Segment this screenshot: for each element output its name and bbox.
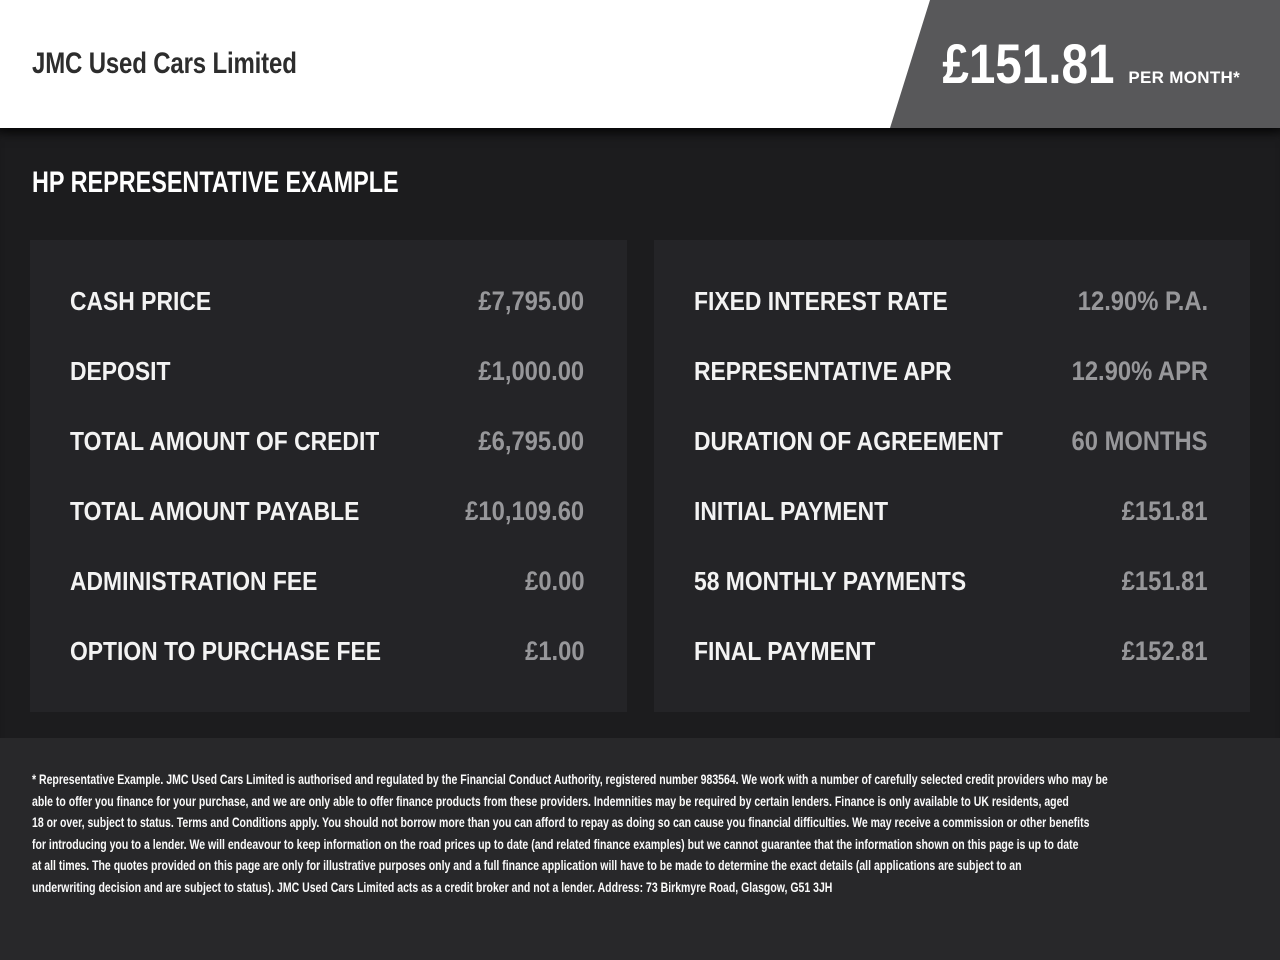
finance-row: DEPOSIT £1,000.00 bbox=[70, 336, 585, 406]
finance-panels: CASH PRICE £7,795.00 DEPOSIT £1,000.00 T… bbox=[30, 240, 1250, 712]
finance-panel-left: CASH PRICE £7,795.00 DEPOSIT £1,000.00 T… bbox=[30, 240, 627, 712]
finance-row-value: 60 MONTHS bbox=[1072, 425, 1208, 456]
monthly-price: £151.81 bbox=[942, 32, 1115, 95]
finance-row-value: £1.00 bbox=[525, 635, 585, 666]
finance-row-label: FIXED INTEREST RATE bbox=[693, 285, 948, 316]
monthly-price-group: £151.81 PER MONTH* bbox=[912, 0, 1240, 128]
per-month-label: PER MONTH* bbox=[1128, 68, 1240, 87]
finance-row-label: CASH PRICE bbox=[70, 285, 212, 316]
finance-row-label: TOTAL AMOUNT OF CREDIT bbox=[70, 425, 380, 456]
finance-row-value: £6,795.00 bbox=[478, 425, 585, 456]
disclaimer-footer: * Representative Example. JMC Used Cars … bbox=[0, 738, 1280, 960]
disclaimer-line: for introducing you to a lender. We will… bbox=[32, 835, 1079, 852]
finance-row-value: £7,795.00 bbox=[478, 285, 585, 316]
finance-row: REPRESENTATIVE APR 12.90% APR bbox=[694, 336, 1209, 406]
header: JMC Used Cars Limited £151.81 PER MONTH* bbox=[0, 0, 1280, 128]
finance-row-label: OPTION TO PURCHASE FEE bbox=[70, 635, 382, 666]
finance-row-label: 58 MONTHLY PAYMENTS bbox=[693, 565, 966, 596]
disclaimer-line: 18 or over, subject to status. Terms and… bbox=[32, 814, 1090, 830]
finance-row-label: TOTAL AMOUNT PAYABLE bbox=[70, 495, 360, 526]
finance-panel-right: FIXED INTEREST RATE 12.90% P.A. REPRESEN… bbox=[653, 240, 1250, 712]
disclaimer-line: * Representative Example. JMC Used Cars … bbox=[32, 771, 1108, 787]
finance-row-label: INITIAL PAYMENT bbox=[693, 495, 888, 526]
finance-row: ADMINISTRATION FEE £0.00 bbox=[70, 546, 585, 616]
dealer-name-wrap: JMC Used Cars Limited bbox=[32, 0, 363, 128]
finance-row: TOTAL AMOUNT OF CREDIT £6,795.00 bbox=[70, 406, 585, 476]
finance-row-label: REPRESENTATIVE APR bbox=[693, 355, 952, 386]
finance-row: OPTION TO PURCHASE FEE £1.00 bbox=[70, 616, 585, 686]
section-title: HP REPRESENTATIVE EXAMPLE bbox=[32, 166, 399, 199]
finance-row-label: ADMINISTRATION FEE bbox=[70, 565, 318, 596]
hp-example-section: HP REPRESENTATIVE EXAMPLE CASH PRICE £7,… bbox=[0, 128, 1280, 738]
finance-row: 58 MONTHLY PAYMENTS £151.81 bbox=[694, 546, 1209, 616]
finance-row-label: DEPOSIT bbox=[70, 355, 171, 386]
finance-row-value: £151.81 bbox=[1122, 495, 1208, 526]
finance-row-label: FINAL PAYMENT bbox=[693, 635, 875, 666]
disclaimer-line: at all times. The quotes provided on thi… bbox=[32, 857, 1022, 873]
finance-row-value: £10,109.60 bbox=[465, 495, 585, 526]
finance-row-value: £151.81 bbox=[1122, 565, 1208, 596]
finance-row: CASH PRICE £7,795.00 bbox=[70, 266, 585, 336]
finance-row-label: DURATION OF AGREEMENT bbox=[693, 425, 1003, 456]
finance-row: FIXED INTEREST RATE 12.90% P.A. bbox=[694, 266, 1209, 336]
disclaimer-line: underwriting decision and are subject to… bbox=[32, 878, 833, 895]
finance-row-value: 12.90% APR bbox=[1071, 355, 1208, 386]
monthly-price-banner bbox=[890, 0, 1280, 128]
disclaimer-line: able to offer you finance for your purch… bbox=[32, 792, 1069, 809]
finance-row: TOTAL AMOUNT PAYABLE £10,109.60 bbox=[70, 476, 585, 546]
finance-row-value: £1,000.00 bbox=[478, 355, 585, 386]
finance-row: INITIAL PAYMENT £151.81 bbox=[694, 476, 1209, 546]
finance-row-value: 12.90% P.A. bbox=[1077, 285, 1208, 316]
finance-row: FINAL PAYMENT £152.81 bbox=[694, 616, 1209, 686]
dealer-name: JMC Used Cars Limited bbox=[32, 47, 297, 80]
finance-row: DURATION OF AGREEMENT 60 MONTHS bbox=[694, 406, 1209, 476]
finance-row-value: £0.00 bbox=[525, 565, 585, 596]
finance-row-value: £152.81 bbox=[1122, 635, 1208, 666]
